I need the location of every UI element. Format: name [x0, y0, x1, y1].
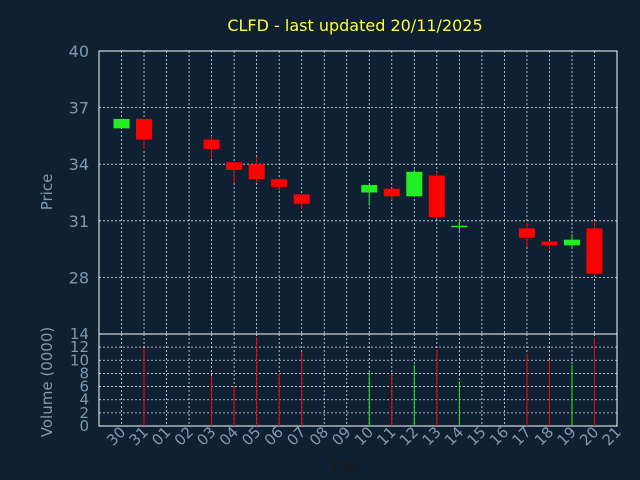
volume-tick-label: 12 — [70, 338, 89, 356]
candle-body — [293, 194, 310, 204]
candle-body — [226, 162, 243, 170]
volume-plot-frame — [98, 333, 618, 427]
price-plot-frame — [98, 50, 618, 335]
price-tick-label: 37 — [69, 99, 89, 118]
volume-tick-label: 10 — [70, 351, 89, 369]
volume-panel: 3031010203040506070809101112131415161718… — [70, 325, 625, 449]
candle-body — [113, 118, 130, 129]
volume-tick-label: 4 — [79, 391, 89, 409]
candle-body — [518, 228, 535, 238]
candle-body — [563, 239, 580, 246]
price-tick-label: 31 — [69, 212, 89, 231]
volume-tick-label: 2 — [79, 404, 89, 422]
price-axis-label: Price — [38, 174, 56, 211]
volume-axis-label: Volume (0000) — [38, 327, 56, 437]
volume-tick-label: 0 — [79, 417, 89, 435]
candle-body — [361, 184, 378, 193]
candle-body — [203, 139, 220, 150]
price-tick-label: 28 — [69, 268, 89, 287]
candle-body — [428, 175, 445, 218]
candle-body — [406, 171, 423, 197]
volume-tick-label: 6 — [79, 378, 89, 396]
price-panel: 28 31 34 37 40 — [69, 42, 618, 335]
volume-tick-label: 14 — [70, 325, 89, 343]
candle-body — [383, 188, 400, 197]
volume-tick-label: 8 — [79, 364, 89, 382]
candle-body — [586, 228, 603, 274]
price-tick-label: 40 — [69, 42, 89, 61]
candle-body — [541, 241, 558, 246]
price-tick-label: 34 — [69, 155, 89, 174]
candle-body — [136, 118, 153, 140]
chart-title: CLFD - last updated 20/11/2025 — [227, 16, 482, 35]
x-axis-label: Day — [332, 457, 362, 475]
candle-body — [271, 179, 288, 187]
candle-body — [248, 164, 265, 180]
